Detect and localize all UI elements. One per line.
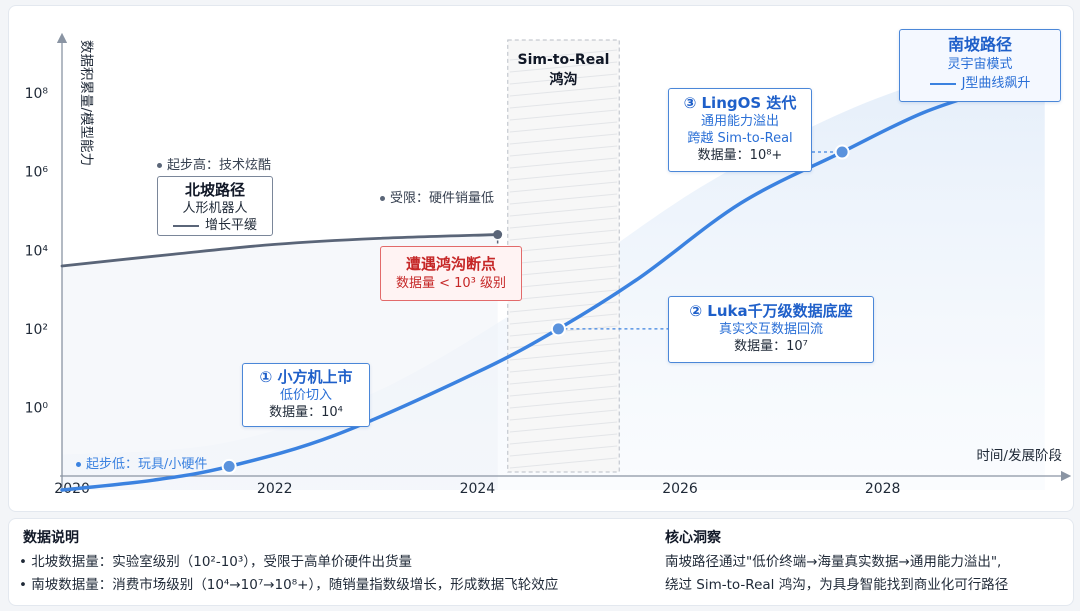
y-tick-label: 10⁰	[25, 400, 49, 416]
band-hatch-line	[509, 169, 618, 181]
y-tick-label: 10²	[25, 322, 48, 338]
north-path-line2: 增长平缓	[204, 218, 257, 233]
band-hatch-line	[509, 85, 618, 97]
south-path-legend: J型曲线飙升	[900, 75, 1060, 92]
bullet-dot-icon	[380, 196, 385, 201]
band-hatch-line	[509, 133, 618, 145]
north-start-text: 起步高：技术炫酷	[167, 158, 272, 173]
band-hatch-line	[509, 277, 618, 289]
m1-line2: 数据量：10⁴	[269, 405, 343, 420]
insight-title: 核心洞察	[665, 530, 721, 546]
band-hatch-line	[509, 409, 618, 421]
milestone-3-box: ③ LingOS 迭代 通用能力溢出 跨越 Sim-to-Real 数据量：10…	[668, 88, 812, 172]
milestone-2-box: ② Luka千万级数据底座 真实交互数据回流 数据量：10⁷	[668, 296, 874, 363]
band-hatch-line	[509, 97, 618, 109]
m3-line1: 通用能力溢出	[700, 114, 779, 129]
band-hatch-line	[509, 349, 618, 361]
m2-title: ② Luka千万级数据底座	[689, 302, 853, 320]
north-series-line	[60, 233, 500, 268]
north-limit-text: 受限：硬件销量低	[390, 191, 495, 206]
band-hatch-line	[509, 49, 618, 61]
north-end-point	[493, 230, 503, 240]
data-notes-title: 数据说明	[23, 530, 79, 546]
north-path-box: 北坡路径 人形机器人 增长平缓	[157, 176, 273, 236]
insight-line2: 绕过 Sim-to-Real 鸿沟，为具身智能找到商业化可行路径	[665, 577, 1009, 593]
band-hatch-line	[509, 205, 618, 217]
band-hatch-line	[509, 445, 618, 457]
gap-breakpoint-box: 遭遇鸿沟断点 数据量 < 10³ 级别	[380, 246, 522, 301]
y-tick-label: 10⁶	[25, 165, 49, 181]
band-label-top: Sim-to-Real	[518, 52, 610, 68]
m3-line2: 跨越 Sim-to-Real	[687, 131, 793, 146]
milestone-1-point	[221, 458, 237, 474]
band-hatch-line	[509, 265, 618, 277]
band-hatch-line	[509, 109, 618, 121]
band-hatch-line	[509, 241, 618, 253]
band-hatch-line	[509, 217, 618, 229]
band-hatch-line	[509, 145, 618, 157]
south-start-note: 起步低：玩具/小硬件	[76, 453, 207, 472]
band-hatch-line	[509, 253, 618, 265]
data-notes-line1: • 北坡数据量：实验室级别（10²-10³），受限于高单价硬件出货量	[19, 554, 413, 570]
south-path-line2: J型曲线飙升	[961, 76, 1031, 91]
m2-line1: 真实交互数据回流	[718, 322, 823, 337]
north-path-title: 北坡路径	[184, 181, 245, 199]
band-hatch-line	[509, 313, 618, 325]
insight-line1: 南坡路径通过"低价终端→海量真实数据→通用能力溢出",	[665, 554, 1002, 570]
bullet-dot-icon	[157, 163, 162, 168]
south-legend-swatch	[929, 82, 956, 85]
x-tick-label: 2026	[662, 481, 698, 497]
sim-to-real-band	[507, 39, 620, 473]
bullet-dot-icon	[76, 462, 81, 467]
band-hatch-line	[509, 373, 618, 385]
south-path-line1: 灵宇宙模式	[947, 57, 1013, 72]
south-path-box: 南坡路径 灵宇宙模式 J型曲线飙升	[899, 29, 1061, 102]
south-path-title: 南坡路径	[947, 35, 1012, 54]
band-hatch-line	[509, 229, 618, 241]
m1-line1: 低价切入	[279, 388, 332, 403]
milestone-3-point	[834, 144, 850, 160]
y-tick-label: 10⁴	[25, 243, 49, 259]
band-hatch-line	[509, 421, 618, 433]
band-hatch-line	[509, 361, 618, 373]
m3-line3: 数据量：10⁸+	[697, 148, 783, 163]
band-hatch-line	[509, 385, 618, 397]
data-notes-line2: • 南坡数据量：消费市场级别（10⁴→10⁷→10⁸+），随销量指数级增长，形成…	[19, 577, 559, 593]
bottom-panel: 数据说明 • 北坡数据量：实验室级别（10²-10³），受限于高单价硬件出货量 …	[8, 518, 1074, 606]
y-axis-title: 数据积累量/模型能力	[78, 40, 94, 166]
gap-line1: 数据量 < 10³ 级别	[395, 276, 507, 291]
band-hatch-line	[509, 433, 618, 445]
south-start-text: 起步低：玩具/小硬件	[86, 457, 208, 472]
band-hatch-line	[509, 61, 618, 73]
x-tick-label: 2024	[460, 481, 496, 497]
north-legend-swatch	[172, 224, 199, 227]
north-start-note: 起步高：技术炫酷	[157, 154, 271, 173]
band-hatch-line	[509, 157, 618, 169]
north-limit-note: 受限：硬件销量低	[380, 187, 494, 206]
north-path-legend: 增长平缓	[158, 217, 272, 234]
x-tick-label: 2028	[865, 481, 901, 497]
band-hatch-line	[509, 457, 618, 469]
gap-title: 遭遇鸿沟断点	[405, 255, 496, 273]
m3-title: ③ LingOS 迭代	[683, 94, 797, 112]
y-tick-label: 10⁸	[25, 86, 49, 102]
band-hatch-line	[509, 121, 618, 133]
band-hatch-line	[509, 289, 618, 301]
band-hatch-line	[509, 193, 618, 205]
m2-line2: 数据量：10⁷	[734, 339, 808, 354]
north-path-line1: 人形机器人	[182, 201, 248, 216]
m1-title: ① 小方机上市	[259, 368, 353, 386]
band-hatch-line	[509, 73, 618, 85]
x-axis-title: 时间/发展阶段	[976, 448, 1062, 464]
milestone-2-point	[550, 321, 566, 337]
x-tick-label: 2022	[257, 481, 293, 497]
band-hatch-line	[509, 397, 618, 409]
milestone-1-box: ① 小方机上市 低价切入 数据量：10⁴	[242, 363, 370, 427]
band-label-bottom: 鸿沟	[550, 71, 578, 88]
band-hatch-line	[509, 181, 618, 193]
